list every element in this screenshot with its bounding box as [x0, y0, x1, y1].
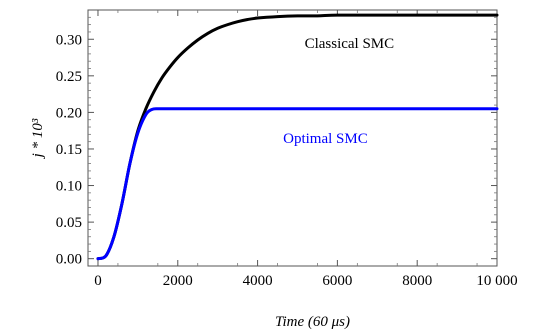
series-lines	[96, 13, 499, 261]
plot-frame	[87, 9, 498, 267]
y-tick-label: 0.00	[56, 252, 82, 268]
x-tick-label: 4000	[243, 273, 273, 289]
y-tick-label: 0.15	[56, 142, 82, 158]
x-tick-label: 2000	[163, 273, 193, 289]
x-axis-title: Time (60 μs)	[275, 314, 350, 330]
annotation-classical-smc: Classical SMC	[305, 36, 395, 52]
x-tick-label: 10 000	[476, 273, 517, 289]
y-tick-label: 0.20	[56, 105, 82, 121]
tick-labels: 0 2000 4000 6000 8000 10 000 0.00 0.05 0.10 0.15 0…	[56, 32, 518, 289]
y-tick-label: 0.10	[56, 179, 82, 195]
annotation-optimal-smc: Optimal SMC	[283, 131, 368, 147]
y-tick-label: 0.25	[56, 69, 82, 85]
series-annotations: Classical SMC Optimal SMC	[283, 36, 394, 147]
x-tick-label: 0	[94, 273, 102, 289]
series-line-optimal-smc	[96, 107, 499, 261]
y-tick-label: 0.30	[56, 32, 82, 48]
x-tick-label: 8000	[402, 273, 432, 289]
plot-border	[87, 9, 498, 267]
x-tick-label: 6000	[322, 273, 352, 289]
y-tick-label: 0.05	[56, 215, 82, 231]
y-axis-title: j * 10³	[30, 118, 46, 159]
